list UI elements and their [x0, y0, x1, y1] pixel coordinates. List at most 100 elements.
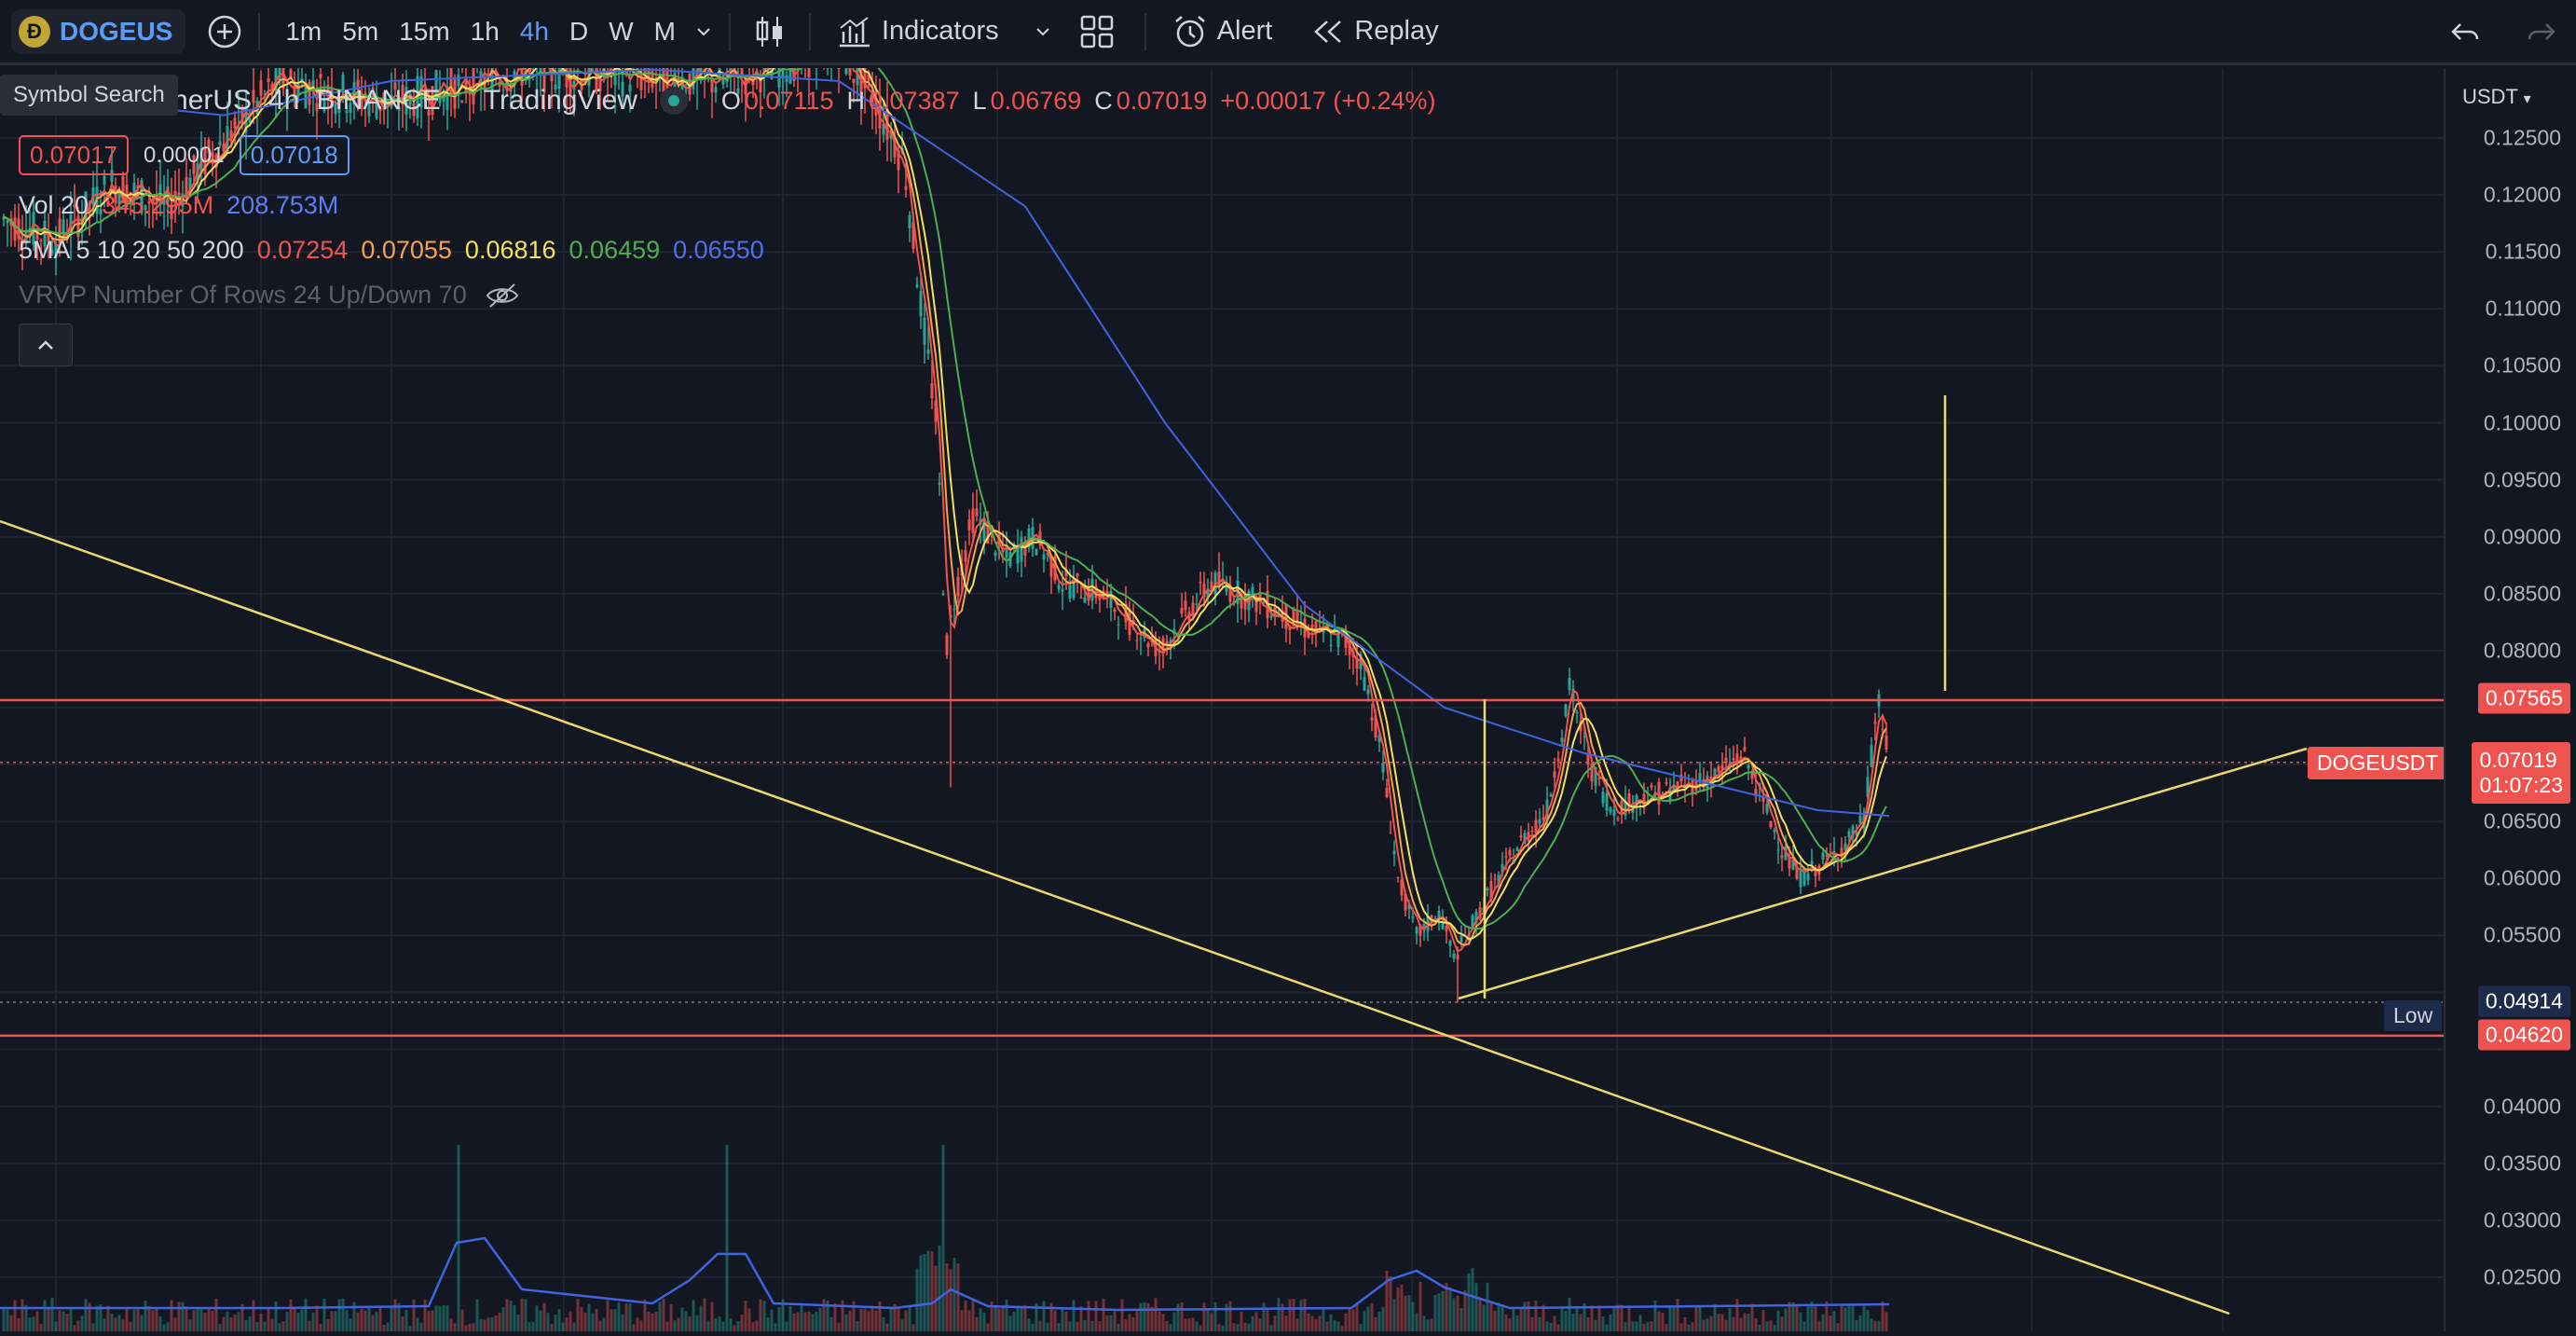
candle-body	[1814, 867, 1817, 876]
volume-bar	[833, 1302, 837, 1331]
volume-bar	[1251, 1315, 1254, 1331]
timeframe-m[interactable]: M	[653, 16, 676, 46]
volume-bar	[1653, 1301, 1657, 1331]
volume-bar	[1575, 1305, 1579, 1331]
timeframe-15m[interactable]: 15m	[399, 16, 450, 46]
price-tick-label: 0.02500	[2483, 1264, 2561, 1289]
candle-body	[1195, 603, 1199, 605]
price-tick-label: 0.04000	[2483, 1094, 2561, 1119]
volume-bar	[457, 1145, 460, 1331]
alert-button[interactable]: Alert	[1161, 14, 1284, 49]
volume-bar	[867, 1311, 870, 1331]
volume-bar	[788, 1306, 792, 1331]
candle-body	[1158, 651, 1161, 653]
volume-bar	[796, 1312, 800, 1331]
candle-body	[1616, 818, 1620, 820]
candle-body	[1508, 849, 1512, 856]
indicators-button[interactable]: Indicators	[826, 15, 1064, 48]
candle-body	[1415, 927, 1418, 934]
currency-selector[interactable]: USDT ▾	[2462, 85, 2531, 109]
volume-bar	[736, 1320, 740, 1331]
volume-bar	[1012, 1311, 1016, 1331]
timeframe-w[interactable]: W	[609, 16, 634, 46]
volume-bar	[35, 1311, 39, 1331]
volume-bar	[930, 1251, 934, 1331]
volume-bar	[695, 1315, 699, 1331]
volume-bar	[1389, 1275, 1392, 1331]
candle-body	[1698, 773, 1702, 783]
volume-bar	[173, 1317, 177, 1331]
price-axis[interactable]: USDT ▾ 0.12500 0.12000 0.11500 0.11000 0.105…	[2444, 68, 2576, 1331]
hidden-eye-icon[interactable]	[486, 282, 519, 309]
chevron-down-icon[interactable]	[693, 21, 714, 42]
layout-icon[interactable]	[1064, 14, 1130, 49]
symbol-search-button[interactable]: Ð DOGEUS	[11, 8, 186, 54]
candle-body	[203, 146, 207, 174]
volume-bar	[934, 1265, 938, 1331]
volume-bar	[908, 1307, 911, 1331]
volume-bar	[1724, 1319, 1728, 1331]
volume-bar	[1135, 1311, 1139, 1331]
volume-bar	[1459, 1308, 1463, 1331]
candle-body	[349, 103, 352, 113]
candle-body	[47, 233, 50, 241]
volume-bar	[1679, 1323, 1683, 1331]
timeframe-1m[interactable]: 1m	[285, 16, 322, 46]
volume-bar	[569, 1311, 572, 1331]
volume-label[interactable]: Vol 20	[19, 191, 89, 219]
volume-bar	[1702, 1319, 1706, 1331]
sell-price-button[interactable]: 0.07017	[19, 135, 129, 175]
chevron-down-icon[interactable]	[1033, 21, 1053, 42]
timeframe-d[interactable]: D	[569, 16, 589, 46]
buy-price-button[interactable]: 0.07018	[239, 135, 349, 175]
top-toolbar: Ð DOGEUS 1m 5m 15m 1h 4h D W M Indicator…	[0, 0, 2576, 65]
timeframe-4h[interactable]: 4h	[519, 16, 549, 46]
timeframe-1h[interactable]: 1h	[470, 16, 500, 46]
candle-body	[1448, 941, 1452, 946]
candle-body	[1236, 580, 1240, 604]
timeframe-5m[interactable]: 5m	[342, 16, 379, 46]
redo-icon[interactable]	[2526, 19, 2557, 47]
candles-icon[interactable]	[746, 13, 794, 50]
volume-bar	[1691, 1322, 1694, 1331]
replay-button[interactable]: Replay	[1300, 16, 1449, 47]
volume-bar	[192, 1310, 196, 1331]
volume-bar	[941, 1145, 945, 1331]
ma-label[interactable]: 5MA 5 10 20 50 200	[19, 236, 244, 264]
ohlc-high-label: H	[846, 86, 866, 115]
ma20-line	[3, 44, 1887, 941]
candle-body	[1247, 590, 1251, 611]
volume-bar	[1616, 1304, 1620, 1331]
undo-icon[interactable]	[2449, 19, 2481, 47]
candle-body	[1568, 678, 1571, 690]
volume-bar	[445, 1305, 449, 1331]
ohlc-low-label: L	[972, 86, 987, 115]
candle-body	[1199, 581, 1202, 584]
volume-bar	[520, 1298, 524, 1331]
volume-bar	[1728, 1307, 1732, 1331]
candle-body	[1884, 736, 1888, 750]
volume-bar	[166, 1322, 170, 1331]
collapse-legend-button[interactable]	[19, 324, 73, 366]
last-price-tag: 0.07019 01:07:23	[2472, 742, 2570, 804]
volume-bar	[606, 1300, 610, 1331]
volume-bar	[1336, 1321, 1340, 1331]
volume-bar	[1732, 1316, 1735, 1331]
volume-bar	[1765, 1321, 1769, 1331]
add-symbol-icon[interactable]	[206, 13, 243, 50]
volume-bar	[1236, 1324, 1240, 1331]
candle-body	[151, 199, 155, 204]
volume-bar	[904, 1310, 908, 1331]
vrvp-label[interactable]: VRVP Number Of Rows 24 Up/Down 70	[19, 281, 467, 309]
candle-body	[1139, 638, 1143, 640]
volume-bar	[1456, 1295, 1459, 1331]
candle-body	[434, 70, 438, 102]
volume-bar	[1866, 1310, 1870, 1331]
chevron-up-icon	[38, 340, 53, 350]
market-status-icon[interactable]	[659, 87, 688, 115]
volume-bar	[1243, 1322, 1247, 1331]
price-tick-label: 0.03000	[2483, 1207, 2561, 1233]
chart-pane[interactable]: etherUS 4h BINANCE · TradingView O 0.0711…	[0, 6, 2448, 1331]
candle-body	[401, 84, 404, 105]
candle-body	[952, 608, 956, 611]
